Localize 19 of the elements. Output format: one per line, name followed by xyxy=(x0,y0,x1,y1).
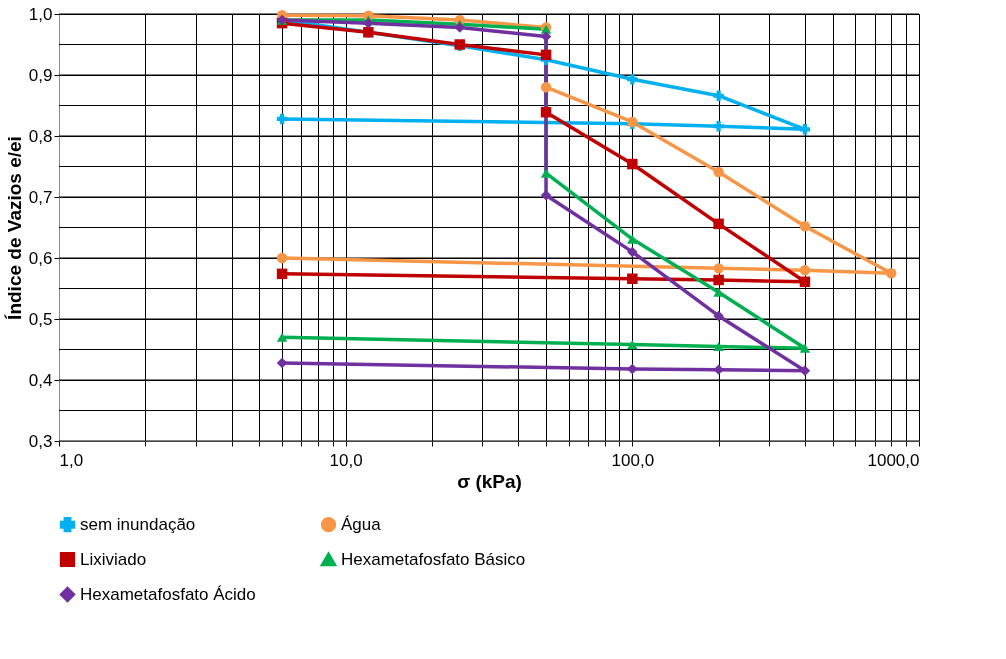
y-tick-label: 0,3 xyxy=(28,431,53,451)
y-tick-label: 0,8 xyxy=(28,126,53,146)
legend-label: sem inundação xyxy=(80,514,196,534)
x-axis-title: σ (kPa) xyxy=(457,470,522,492)
y-tick-label: 0,9 xyxy=(28,65,53,85)
x-tick-label: 1000,0 xyxy=(867,450,920,470)
y-axis-title: Índice de Vazios e/ei xyxy=(3,136,25,320)
legend-label: Hexametafosfato Básico xyxy=(341,549,526,569)
legend-label: Lixiviado xyxy=(80,549,147,569)
legend-label: Água xyxy=(341,514,382,534)
y-tick-label: 1,0 xyxy=(28,4,53,24)
legend-label: Hexametafosfato Ácido xyxy=(80,584,256,604)
x-tick-label: 100,0 xyxy=(611,450,655,470)
y-tick-label: 0,4 xyxy=(28,370,53,390)
y-tick-label: 0,7 xyxy=(28,187,53,207)
x-tick-label: 1,0 xyxy=(59,450,84,470)
y-tick-label: 0,6 xyxy=(28,248,53,268)
x-tick-label: 10,0 xyxy=(329,450,363,470)
y-tick-label: 0,5 xyxy=(28,309,53,329)
